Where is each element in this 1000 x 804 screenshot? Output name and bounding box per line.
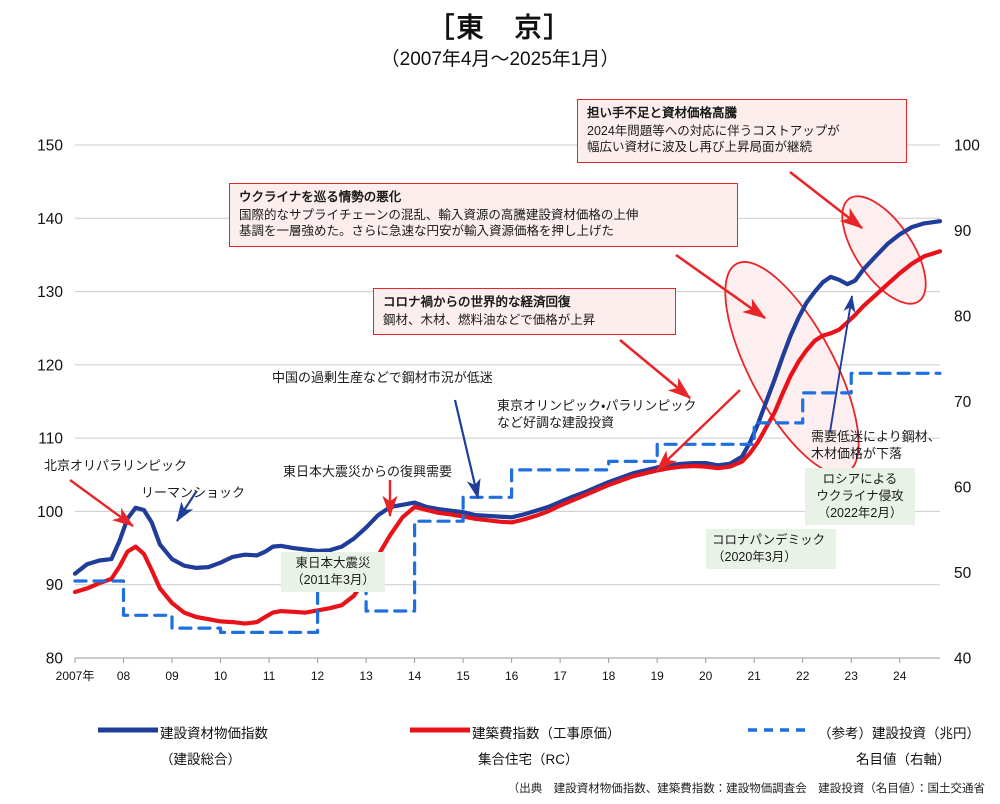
svg-text:2007年: 2007年 [56, 669, 95, 683]
note-china-steel: 中国の過剰生産などで鋼材市況が低迷 [272, 370, 493, 385]
callout-heading: 担い手不足と資材価格高騰 [587, 106, 738, 120]
greenbox-russia-invasion: ロシアによる ウクライナ侵攻 （2022年2月） [805, 468, 915, 525]
callout-covid-recovery: コロナ禍からの世界的な経済回復 鋼材、木材、燃料油などで価格が上昇 [373, 288, 676, 336]
svg-text:14: 14 [408, 669, 422, 683]
svg-text:20: 20 [699, 669, 713, 683]
svg-text:23: 23 [845, 669, 859, 683]
svg-text:12: 12 [311, 669, 325, 683]
note-tokyo-olympics: 東京オリンピック・パラリンピック など好調な建設投資 [497, 398, 697, 431]
callout-heading: コロナ禍からの世界的な経済回復 [383, 295, 571, 309]
legend-label-1: 建築費指数（工事原価） [472, 726, 621, 741]
note-beijing-olympics: 北京オリパラリンピック [44, 458, 188, 473]
series-line [72, 249, 943, 626]
y-axis-right: 40 50 60 70 80 90 100 [954, 138, 980, 668]
series-line [72, 219, 943, 576]
legend-sublabel-1: 集合住宅（RC） [478, 752, 579, 767]
arrow-china-steel [453, 399, 481, 500]
svg-text:150: 150 [37, 138, 63, 155]
svg-text:80: 80 [46, 651, 64, 668]
legend-label-2: （参考）建設投資（兆円） [818, 726, 980, 741]
annotation-arrows [69, 170, 864, 527]
svg-text:80: 80 [954, 309, 972, 326]
arrow-demand-slump [829, 295, 856, 433]
svg-text:11: 11 [263, 669, 276, 683]
svg-text:70: 70 [954, 394, 972, 411]
legend-sublabel-2: 名目値（右軸） [856, 752, 951, 767]
legend-sublabel-0: （建設総合） [160, 752, 241, 767]
svg-text:13: 13 [359, 669, 373, 683]
series-line [73, 371, 942, 634]
svg-text:16: 16 [505, 669, 519, 683]
svg-text:09: 09 [165, 669, 179, 683]
svg-text:19: 19 [650, 669, 664, 683]
svg-text:110: 110 [38, 431, 63, 448]
callout-body: 国際的なサプライチェーンの混乱、輸入資源の高騰建設資材価格の上伸 基調を一層強め… [239, 207, 639, 239]
arrow-lehman-shock [176, 491, 197, 522]
callout-body: 鋼材、木材、燃料油などで価格が上昇 [383, 312, 596, 327]
svg-text:100: 100 [37, 504, 63, 521]
arrow-tokyo-olympics [656, 389, 741, 471]
note-demand-slump: 需要低迷により鋼材、 木材価格が下落 [811, 429, 941, 462]
svg-text:15: 15 [456, 669, 470, 683]
svg-text:140: 140 [37, 211, 63, 228]
x-axis: 2007年 08 09 10 11 12 13 14 15 16 17 18 19 20 21 22 23 24 [56, 658, 907, 683]
svg-text:22: 22 [796, 669, 810, 683]
arrow-ukraine [675, 253, 767, 320]
note-tohoku-reconstruction: 東日本大震災からの復興需要 [283, 464, 453, 479]
chart-legend: 建設資材物価指数 （建設総合） 建築費指数（工事原価） 集合住宅（RC） （参考… [0, 714, 1000, 768]
callout-labor-shortage: 担い手不足と資材価格高騰 2024年問題等への対応に伴うコストアップが 幅広い資… [577, 99, 907, 163]
arrow-covid-recovery [619, 338, 692, 400]
arrow-beijing-olympics [69, 479, 134, 527]
greenbox-great-east-japan-earthquake: 東日本大震災 （2011年3月） [281, 552, 385, 592]
callout-heading: ウクライナを巡る情勢の悪化 [239, 190, 402, 204]
callout-ukraine: ウクライナを巡る情勢の悪化 国際的なサプライチェーンの混乱、輸入資源の高騰建設資… [229, 183, 738, 247]
data-series [72, 219, 943, 634]
page-subtitle: （2007年4月〜2025年1月） [380, 49, 620, 70]
svg-text:50: 50 [954, 565, 972, 582]
legend-label-0: 建設資材物価指数 [160, 726, 268, 741]
callout-body: 2024年問題等への対応に伴うコストアップが 幅広い資材に波及し再び上昇局面が継… [587, 123, 840, 155]
svg-text:90: 90 [954, 223, 972, 240]
svg-text:18: 18 [602, 669, 616, 683]
svg-text:21: 21 [748, 669, 762, 683]
source-note: （出典 建設資材物価指数、建築費指数：建設物価調査会 建設投資（名目値）：国土交… [507, 783, 985, 795]
svg-text:40: 40 [954, 651, 972, 668]
y-axis-left: 80 90 100 110 120 130 140 150 [37, 138, 63, 668]
arrow-labor-shortage [789, 170, 864, 230]
svg-text:17: 17 [553, 669, 567, 683]
greenbox-covid-pandemic: コロナパンデミック （2020年3月） [706, 529, 836, 569]
svg-text:90: 90 [46, 577, 64, 594]
svg-text:10: 10 [214, 669, 228, 683]
legend-swatches [98, 727, 806, 733]
svg-text:130: 130 [37, 284, 63, 301]
svg-text:60: 60 [954, 480, 972, 497]
svg-text:24: 24 [893, 669, 907, 683]
page-title: ［東 京］ [427, 13, 573, 43]
svg-text:08: 08 [117, 669, 131, 683]
svg-text:120: 120 [37, 357, 63, 374]
svg-text:100: 100 [954, 138, 980, 155]
note-lehman-shock: リーマンショック [141, 485, 246, 500]
